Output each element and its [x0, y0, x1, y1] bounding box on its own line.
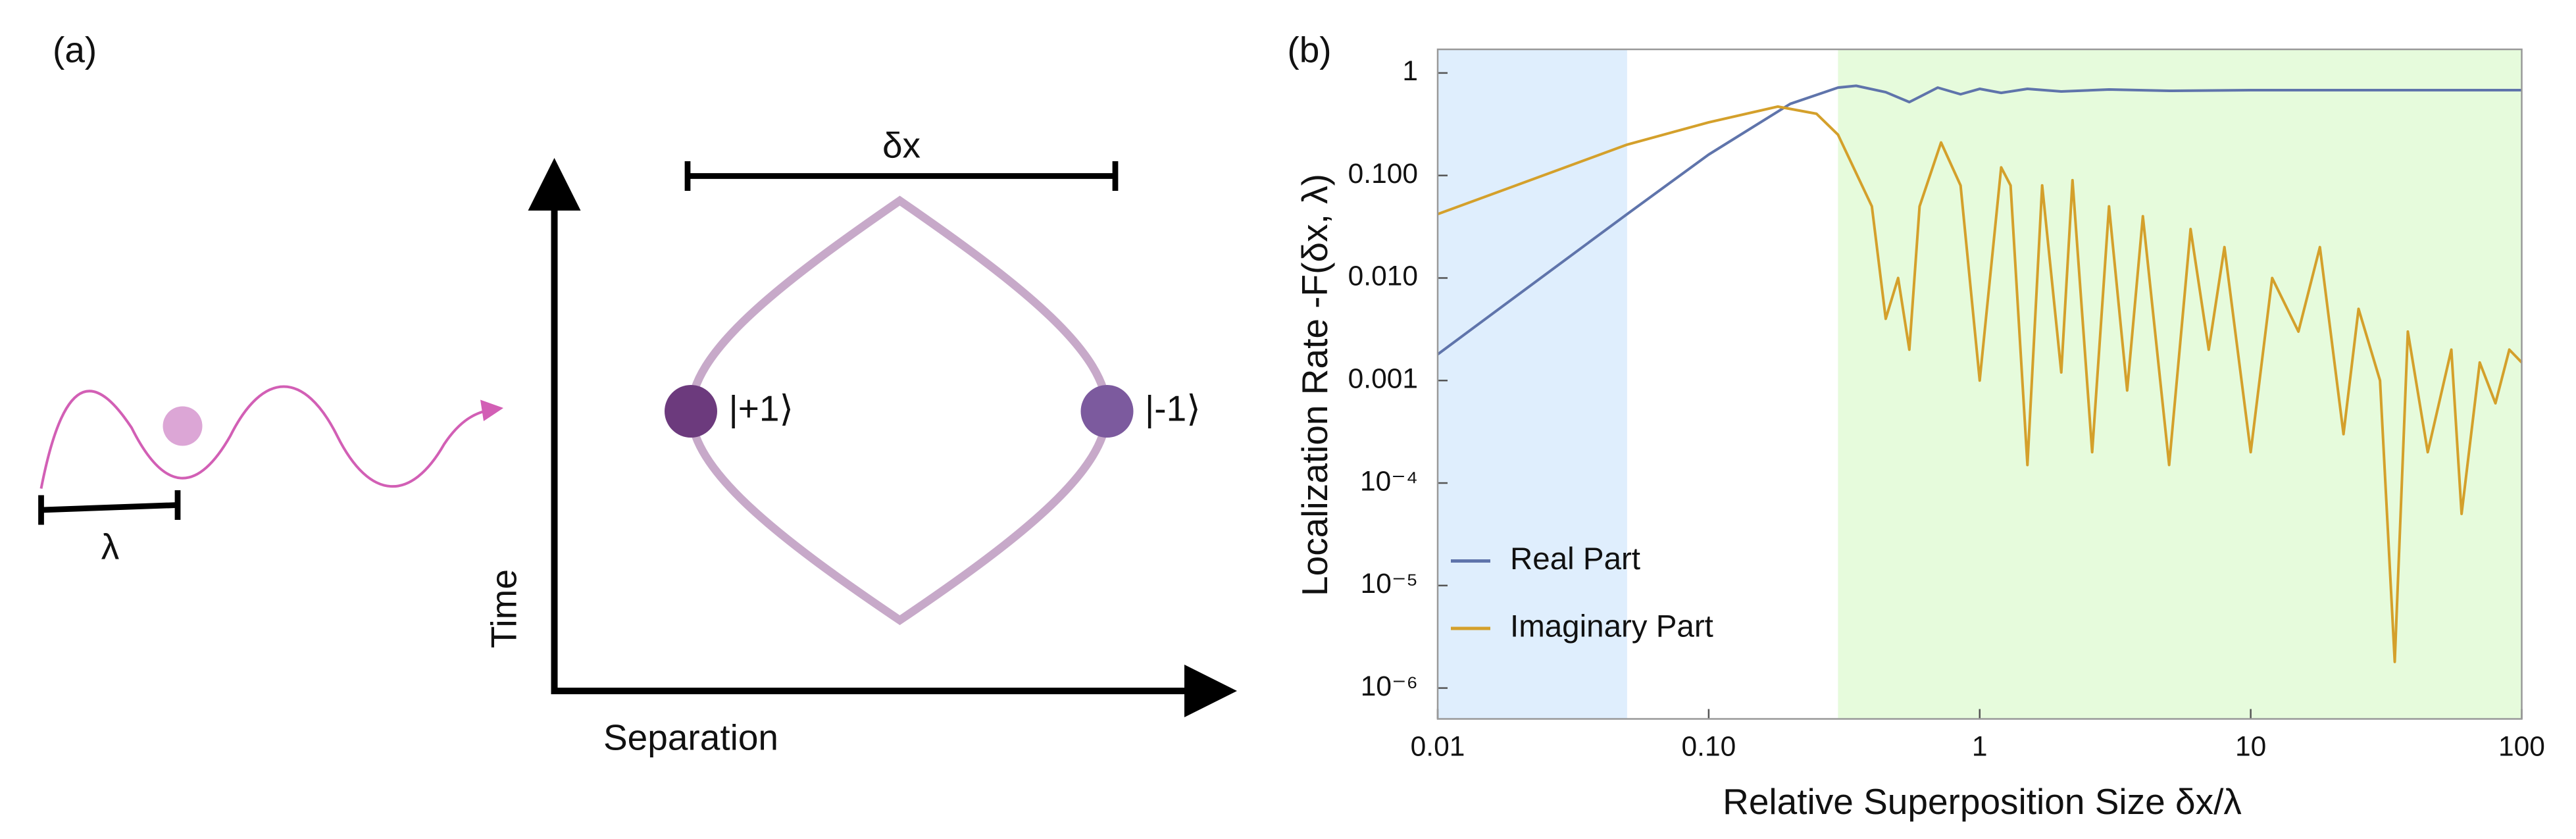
legend-label: Real Part — [1510, 542, 1640, 576]
x-tick-label: 1 — [1972, 732, 1988, 763]
y-tick-label: 10⁻⁶ — [1361, 671, 1418, 702]
panel-a: (a) λ Time Separation δx |+1⟩ |-1⟩ — [38, 30, 1237, 758]
wavelength-bar — [38, 490, 181, 525]
left-state-dot — [665, 385, 717, 438]
plot-frame — [1436, 48, 2523, 720]
right-state-label: |-1⟩ — [1145, 388, 1201, 429]
series-line — [1436, 84, 2522, 356]
y-tick-label: 0.001 — [1348, 363, 1418, 394]
panel-label: (b) — [1287, 30, 1331, 70]
series-line — [1437, 105, 2523, 663]
x-tick-label: 0.01 — [1411, 732, 1465, 763]
y-axis-label: Time — [484, 569, 524, 648]
left-state-label: |+1⟩ — [729, 388, 794, 429]
x-tick-label: 100 — [2498, 732, 2545, 763]
shaded-region — [1438, 49, 1627, 719]
panel-label: (a) — [53, 30, 97, 70]
particle — [163, 406, 203, 446]
right-state-dot — [1080, 385, 1134, 438]
wavelength-label: λ — [101, 526, 120, 567]
y-axis-title: Localization Rate -F(δx, λ) — [1294, 174, 1335, 596]
x-axis-title: Relative Superposition Size δx/λ — [1723, 781, 2242, 822]
separation-bar-label: δx — [882, 125, 921, 166]
shaded-region — [1838, 49, 2522, 719]
x-tick-label: 0.10 — [1682, 732, 1736, 763]
y-tick-label: 10⁻⁵ — [1361, 569, 1418, 599]
path-lens — [686, 195, 1111, 626]
legend-label: Imaginary Part — [1510, 609, 1713, 644]
y-tick-label: 1 — [1402, 56, 1418, 87]
chart: 0.01 0.10 1 10 100 1 0.100 0.010 0.001 10⁻⁴ 10⁻⁵ 10… — [1348, 48, 2545, 763]
y-tick-label: 10⁻⁴ — [1360, 466, 1418, 497]
wave-arrowhead — [480, 399, 503, 421]
y-tick-label: 0.010 — [1348, 261, 1418, 292]
wave — [39, 385, 494, 489]
separation-bar — [684, 161, 1119, 191]
x-tick-label: 10 — [2235, 732, 2266, 763]
x-axis-label: Separation — [603, 717, 778, 758]
y-tick-label: 0.100 — [1348, 159, 1418, 190]
